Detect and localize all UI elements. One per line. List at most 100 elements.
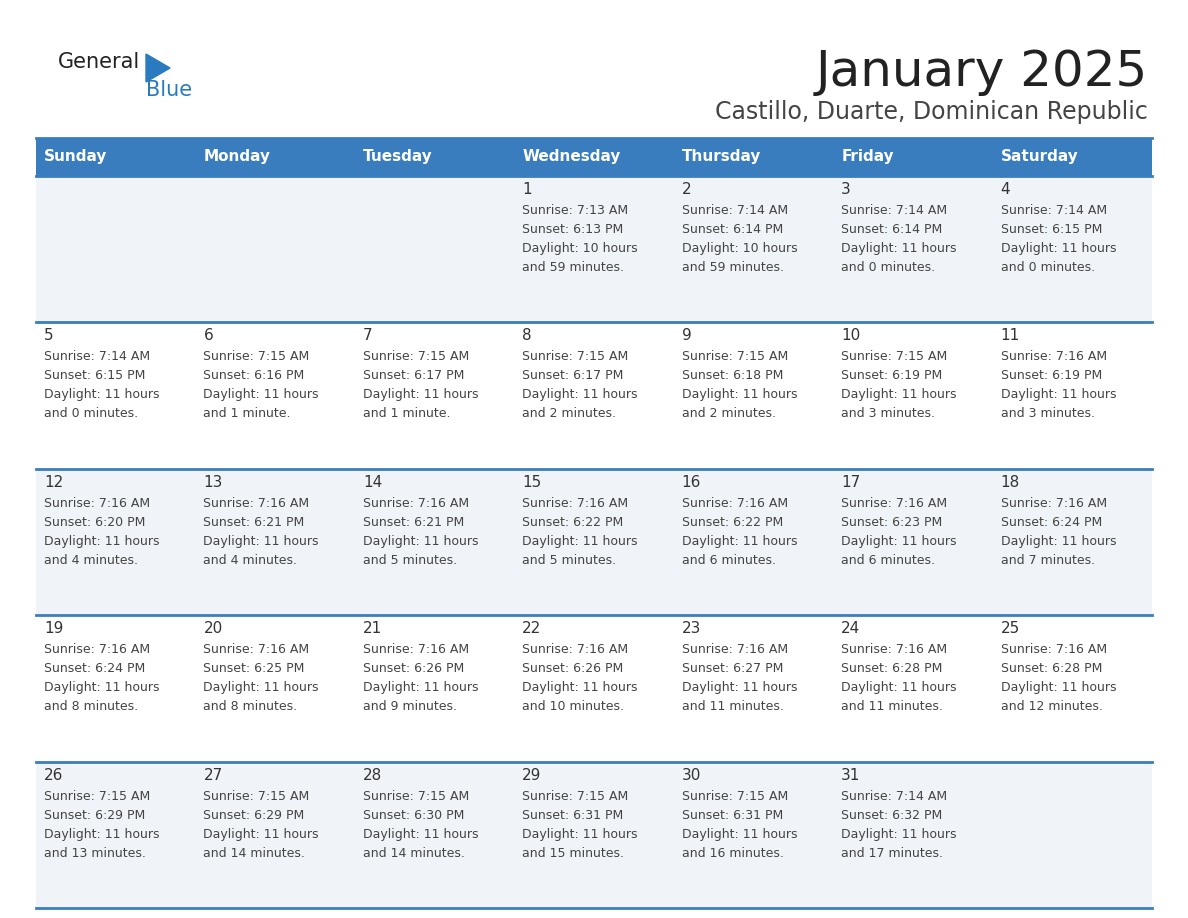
Text: 24: 24 — [841, 621, 860, 636]
Text: 12: 12 — [44, 475, 63, 490]
Text: and 2 minutes.: and 2 minutes. — [682, 408, 776, 420]
Text: 22: 22 — [523, 621, 542, 636]
Text: and 8 minutes.: and 8 minutes. — [203, 700, 297, 713]
Text: and 14 minutes.: and 14 minutes. — [203, 846, 305, 859]
Bar — [36, 469, 1152, 615]
Text: Sunrise: 7:14 AM: Sunrise: 7:14 AM — [1000, 204, 1107, 217]
Text: Daylight: 11 hours: Daylight: 11 hours — [841, 242, 956, 255]
Text: Sunrise: 7:15 AM: Sunrise: 7:15 AM — [203, 351, 310, 364]
Text: Sunrise: 7:16 AM: Sunrise: 7:16 AM — [1000, 644, 1107, 656]
Text: Sunset: 6:19 PM: Sunset: 6:19 PM — [841, 369, 942, 383]
Text: Sunset: 6:17 PM: Sunset: 6:17 PM — [523, 369, 624, 383]
Text: 26: 26 — [44, 767, 63, 783]
Text: Sunset: 6:20 PM: Sunset: 6:20 PM — [44, 516, 145, 529]
Text: and 15 minutes.: and 15 minutes. — [523, 846, 624, 859]
Text: Sunset: 6:28 PM: Sunset: 6:28 PM — [841, 662, 942, 676]
Text: 6: 6 — [203, 329, 213, 343]
Text: Daylight: 11 hours: Daylight: 11 hours — [203, 681, 318, 694]
Text: Sunrise: 7:15 AM: Sunrise: 7:15 AM — [523, 789, 628, 802]
Text: and 13 minutes.: and 13 minutes. — [44, 846, 146, 859]
Text: and 3 minutes.: and 3 minutes. — [841, 408, 935, 420]
Text: Sunrise: 7:15 AM: Sunrise: 7:15 AM — [841, 351, 947, 364]
Text: Sunset: 6:15 PM: Sunset: 6:15 PM — [44, 369, 145, 383]
Text: Sunset: 6:31 PM: Sunset: 6:31 PM — [523, 809, 624, 822]
Text: 7: 7 — [362, 329, 373, 343]
Text: Daylight: 11 hours: Daylight: 11 hours — [44, 535, 159, 548]
Bar — [36, 322, 1152, 469]
Text: and 9 minutes.: and 9 minutes. — [362, 700, 457, 713]
Text: Sunrise: 7:16 AM: Sunrise: 7:16 AM — [1000, 497, 1107, 509]
Text: Sunrise: 7:14 AM: Sunrise: 7:14 AM — [841, 204, 947, 217]
Bar — [36, 138, 1152, 176]
Text: Sunrise: 7:16 AM: Sunrise: 7:16 AM — [44, 644, 150, 656]
Text: 18: 18 — [1000, 475, 1019, 490]
Text: Saturday: Saturday — [1000, 150, 1079, 164]
Text: Sunset: 6:30 PM: Sunset: 6:30 PM — [362, 809, 465, 822]
Text: Sunrise: 7:14 AM: Sunrise: 7:14 AM — [44, 351, 150, 364]
Text: 27: 27 — [203, 767, 222, 783]
Text: Daylight: 11 hours: Daylight: 11 hours — [523, 535, 638, 548]
Text: 1: 1 — [523, 182, 532, 197]
Text: 17: 17 — [841, 475, 860, 490]
Text: Sunset: 6:21 PM: Sunset: 6:21 PM — [203, 516, 304, 529]
Text: 13: 13 — [203, 475, 223, 490]
Text: Sunrise: 7:15 AM: Sunrise: 7:15 AM — [523, 351, 628, 364]
Text: Sunrise: 7:13 AM: Sunrise: 7:13 AM — [523, 204, 628, 217]
Text: Sunrise: 7:15 AM: Sunrise: 7:15 AM — [44, 789, 150, 802]
Text: Daylight: 11 hours: Daylight: 11 hours — [841, 535, 956, 548]
Text: Sunset: 6:29 PM: Sunset: 6:29 PM — [44, 809, 145, 822]
Text: Sunrise: 7:15 AM: Sunrise: 7:15 AM — [203, 789, 310, 802]
Text: and 5 minutes.: and 5 minutes. — [362, 554, 457, 566]
Text: Daylight: 11 hours: Daylight: 11 hours — [682, 828, 797, 841]
Text: 29: 29 — [523, 767, 542, 783]
Text: Sunset: 6:28 PM: Sunset: 6:28 PM — [1000, 662, 1102, 676]
Text: Daylight: 11 hours: Daylight: 11 hours — [44, 828, 159, 841]
Text: 14: 14 — [362, 475, 383, 490]
Text: Daylight: 11 hours: Daylight: 11 hours — [682, 388, 797, 401]
Text: Daylight: 11 hours: Daylight: 11 hours — [841, 388, 956, 401]
Text: 28: 28 — [362, 767, 383, 783]
Text: and 0 minutes.: and 0 minutes. — [44, 408, 138, 420]
Text: Daylight: 11 hours: Daylight: 11 hours — [1000, 681, 1116, 694]
Text: Sunset: 6:19 PM: Sunset: 6:19 PM — [1000, 369, 1101, 383]
Text: Sunrise: 7:16 AM: Sunrise: 7:16 AM — [44, 497, 150, 509]
Text: Blue: Blue — [146, 80, 192, 100]
Text: 2: 2 — [682, 182, 691, 197]
Bar — [36, 615, 1152, 762]
Text: and 11 minutes.: and 11 minutes. — [841, 700, 943, 713]
Text: January 2025: January 2025 — [816, 48, 1148, 96]
Text: 30: 30 — [682, 767, 701, 783]
Text: and 10 minutes.: and 10 minutes. — [523, 700, 624, 713]
Bar — [36, 762, 1152, 908]
Text: General: General — [58, 52, 140, 72]
Text: Daylight: 11 hours: Daylight: 11 hours — [362, 535, 479, 548]
Text: Sunrise: 7:16 AM: Sunrise: 7:16 AM — [841, 644, 947, 656]
Text: 19: 19 — [44, 621, 63, 636]
Text: Sunset: 6:21 PM: Sunset: 6:21 PM — [362, 516, 465, 529]
Text: Sunset: 6:22 PM: Sunset: 6:22 PM — [523, 516, 624, 529]
Text: 3: 3 — [841, 182, 851, 197]
Text: and 0 minutes.: and 0 minutes. — [1000, 261, 1094, 274]
Text: Sunset: 6:26 PM: Sunset: 6:26 PM — [523, 662, 624, 676]
Text: Sunset: 6:25 PM: Sunset: 6:25 PM — [203, 662, 305, 676]
Text: 23: 23 — [682, 621, 701, 636]
Text: Daylight: 10 hours: Daylight: 10 hours — [523, 242, 638, 255]
Text: Sunset: 6:31 PM: Sunset: 6:31 PM — [682, 809, 783, 822]
Text: Friday: Friday — [841, 150, 893, 164]
Text: Sunset: 6:15 PM: Sunset: 6:15 PM — [1000, 223, 1102, 236]
Text: Daylight: 11 hours: Daylight: 11 hours — [523, 828, 638, 841]
Text: Sunset: 6:13 PM: Sunset: 6:13 PM — [523, 223, 624, 236]
Text: and 59 minutes.: and 59 minutes. — [682, 261, 784, 274]
Text: and 6 minutes.: and 6 minutes. — [682, 554, 776, 566]
Text: 31: 31 — [841, 767, 860, 783]
Text: Monday: Monday — [203, 150, 271, 164]
Text: Wednesday: Wednesday — [523, 150, 620, 164]
Text: Sunrise: 7:16 AM: Sunrise: 7:16 AM — [362, 644, 469, 656]
Text: Daylight: 11 hours: Daylight: 11 hours — [362, 388, 479, 401]
Text: Daylight: 11 hours: Daylight: 11 hours — [362, 681, 479, 694]
Text: Daylight: 11 hours: Daylight: 11 hours — [203, 828, 318, 841]
Text: Sunset: 6:29 PM: Sunset: 6:29 PM — [203, 809, 304, 822]
Text: Sunset: 6:32 PM: Sunset: 6:32 PM — [841, 809, 942, 822]
Text: 10: 10 — [841, 329, 860, 343]
Text: and 16 minutes.: and 16 minutes. — [682, 846, 784, 859]
